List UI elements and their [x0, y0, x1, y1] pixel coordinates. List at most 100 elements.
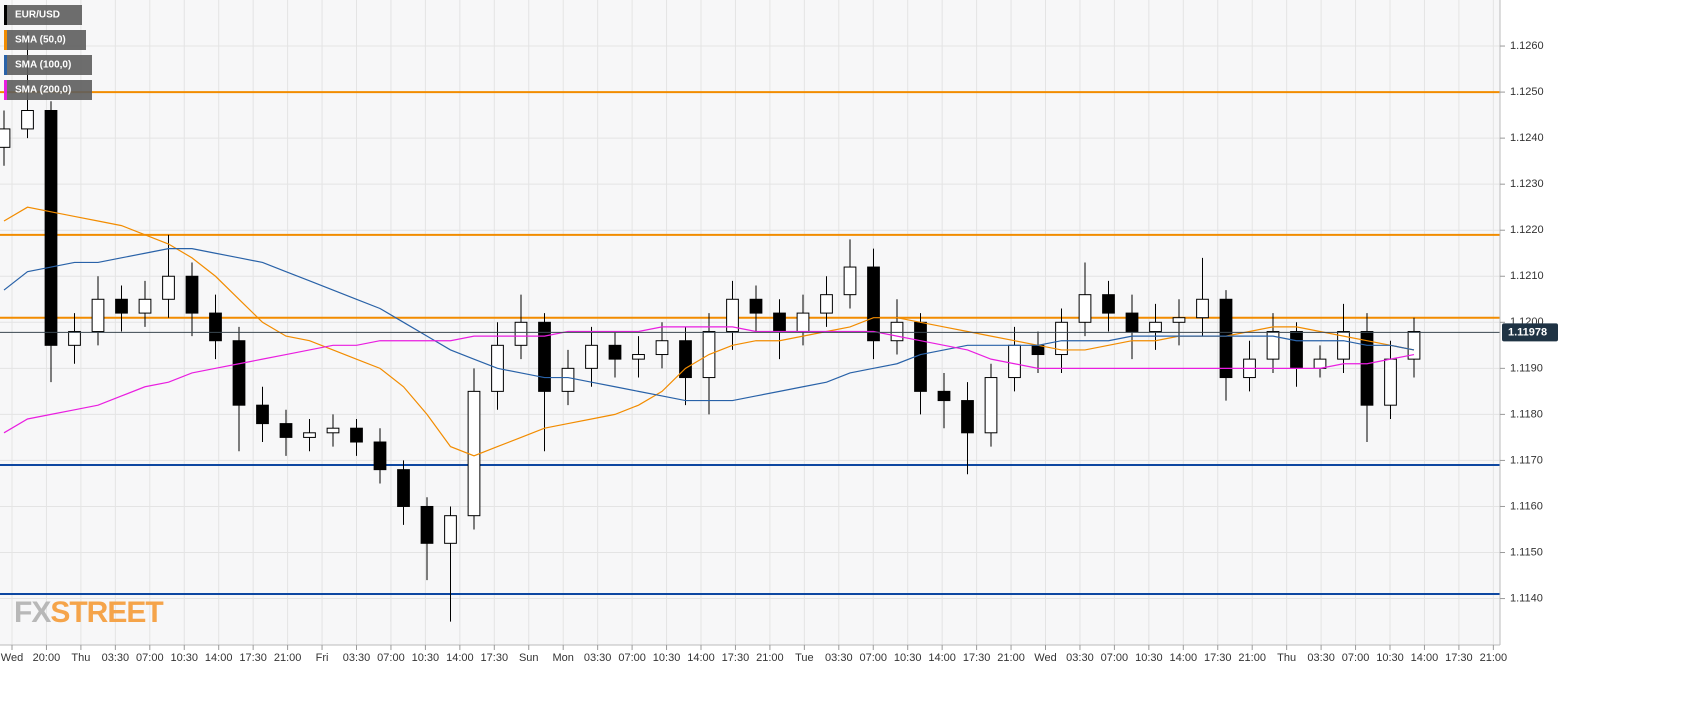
candle-body — [843, 266, 857, 296]
y-tick-label: 1.1210 — [1510, 270, 1544, 282]
y-tick-label: 1.1170 — [1510, 454, 1543, 466]
legend-label: EUR/USD — [15, 10, 60, 21]
last-price-label: 1.11978 — [1508, 326, 1547, 338]
candle-body — [397, 469, 410, 507]
candle-body — [91, 298, 105, 333]
y-tick-label: 1.1230 — [1510, 178, 1544, 190]
legend-label: SMA (100,0) — [15, 60, 71, 71]
x-tick-label: Tue — [795, 652, 814, 664]
x-tick-label: 07:00 — [1342, 652, 1370, 664]
x-tick-label: Sun — [519, 652, 539, 664]
candle-body — [44, 110, 58, 346]
x-tick-label: Mon — [552, 652, 573, 664]
candle-body — [820, 294, 833, 314]
logo-street: STREET — [50, 596, 163, 629]
x-tick-label: 10:30 — [894, 652, 922, 664]
candle-body — [1266, 331, 1280, 360]
x-tick-label: 17:30 — [1445, 652, 1473, 664]
x-tick-label: 21:00 — [756, 652, 784, 664]
x-tick-label: 07:00 — [859, 652, 887, 664]
x-tick-label: 03:30 — [1066, 652, 1094, 664]
candle-body — [984, 377, 998, 434]
candle-body — [1125, 312, 1139, 333]
candle-body — [350, 427, 363, 443]
candle-body — [561, 367, 575, 392]
candle-body — [1055, 321, 1068, 356]
legend-box — [4, 30, 86, 50]
x-tick-label: 14:00 — [205, 652, 233, 664]
candle-body — [867, 266, 880, 342]
candle-body — [185, 275, 199, 314]
x-tick-label: 21:00 — [274, 652, 302, 664]
candle-body — [256, 404, 269, 425]
x-tick-label: 07:00 — [1101, 652, 1129, 664]
candle-body — [726, 298, 739, 333]
x-tick-label: 14:00 — [687, 652, 715, 664]
x-tick-label: 07:00 — [377, 652, 405, 664]
candle-body — [1102, 294, 1115, 314]
x-tick-label: Wed — [1034, 652, 1056, 664]
candle-body — [749, 298, 763, 314]
candle-body — [303, 432, 316, 438]
candle-body — [209, 312, 222, 342]
legend-swatch — [4, 30, 7, 50]
x-tick-label: 17:30 — [722, 652, 750, 664]
candle-body — [937, 390, 951, 402]
legend-swatch — [4, 55, 7, 75]
legend-swatch — [4, 80, 7, 100]
y-tick-label: 1.1160 — [1510, 500, 1543, 512]
x-tick-label: 14:00 — [1411, 652, 1439, 664]
x-tick-label: 14:00 — [1170, 652, 1198, 664]
candle-body — [679, 340, 692, 379]
candle-body — [115, 298, 128, 314]
candle-body — [890, 321, 904, 342]
x-tick-label: 10:30 — [653, 652, 681, 664]
candle-body — [1360, 331, 1374, 406]
candle-body — [1290, 331, 1303, 369]
last-price-box — [1502, 323, 1558, 342]
candle-body — [585, 344, 598, 369]
x-tick-label: 10:30 — [1376, 652, 1404, 664]
candle-body — [1008, 344, 1021, 379]
candle-body — [467, 390, 481, 517]
legend: EUR/USD SMA (50,0) SMA (100,0) SMA (200,0) — [4, 5, 92, 100]
x-tick-label: 20:00 — [33, 652, 61, 664]
x-tick-label: 03:30 — [343, 652, 371, 664]
legend-box — [4, 80, 92, 100]
logo-fx: FX — [14, 596, 51, 629]
candle-body — [373, 441, 387, 471]
y-tick-label: 1.1190 — [1510, 362, 1543, 374]
candle-body — [326, 427, 340, 434]
y-tick-label: 1.1220 — [1510, 224, 1544, 236]
y-tick-label: 1.1260 — [1510, 40, 1544, 52]
x-tick-label: 03:30 — [1307, 652, 1335, 664]
y-tick-label: 1.1240 — [1510, 132, 1544, 144]
y-tick-label: 1.1140 — [1510, 592, 1543, 604]
y-tick-label: 1.1250 — [1510, 86, 1544, 98]
y-tick-label: 1.1150 — [1510, 546, 1543, 558]
x-tick-label: 21:00 — [1238, 652, 1266, 664]
candle-body — [655, 340, 669, 356]
candle-body — [1337, 331, 1350, 360]
candle-body — [1078, 294, 1092, 323]
candle-body — [1384, 358, 1397, 406]
x-tick-label: 10:30 — [170, 652, 198, 664]
x-tick-label: 21:00 — [997, 652, 1025, 664]
x-tick-label: 17:30 — [1204, 652, 1232, 664]
x-tick-label: 14:00 — [446, 652, 474, 664]
x-tick-label: 17:30 — [239, 652, 267, 664]
candle-body — [444, 515, 457, 544]
legend-label: SMA (200,0) — [15, 85, 71, 96]
candle-body — [232, 340, 246, 406]
candle-body — [1407, 331, 1421, 360]
candle-body — [608, 344, 622, 360]
x-tick-label: 10:30 — [1135, 652, 1163, 664]
legend-box — [4, 5, 82, 25]
x-tick-label: Thu — [1277, 652, 1296, 664]
legend-label: SMA (50,0) — [15, 35, 66, 46]
x-tick-label: 03:30 — [584, 652, 612, 664]
legend-box — [4, 55, 92, 75]
x-tick-label: 17:30 — [963, 652, 991, 664]
candle-body — [514, 321, 528, 346]
